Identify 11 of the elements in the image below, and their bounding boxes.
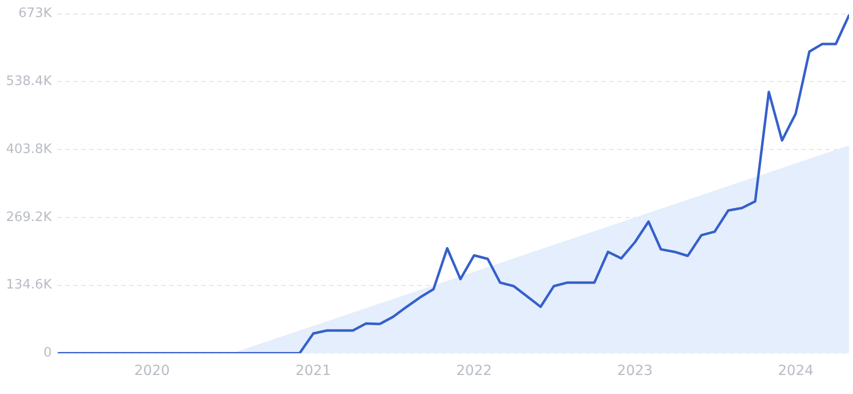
x-tick-label: 2023 xyxy=(617,363,653,380)
x-tick-label: 2021 xyxy=(295,363,332,380)
x-tick-label: 2022 xyxy=(456,363,492,380)
y-tick-label: 403.8K xyxy=(6,142,52,157)
x-tick-label: 2020 xyxy=(134,363,170,380)
y-tick-label: 538.4K xyxy=(6,74,52,90)
y-tick-label: 673K xyxy=(18,6,52,22)
y-tick-label: 0 xyxy=(43,346,52,361)
y-tick-label: 269.2K xyxy=(6,210,52,225)
y-tick-label: 134.6K xyxy=(6,278,52,293)
x-tick-label: 2024 xyxy=(778,363,814,380)
